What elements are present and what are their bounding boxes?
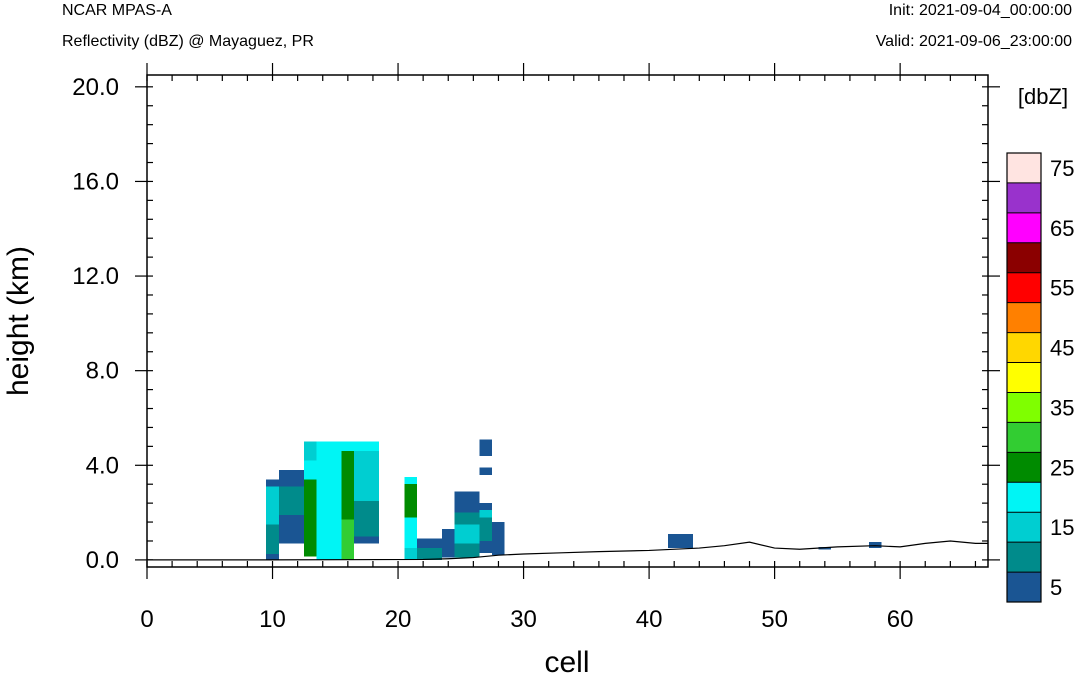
- colorbar-swatch: [1007, 153, 1041, 183]
- reflectivity-cell: [303, 460, 317, 480]
- y-tick-label: 12.0: [72, 263, 119, 290]
- reflectivity-cell: [479, 439, 493, 456]
- colorbar-label: 55: [1050, 276, 1074, 301]
- reflectivity-cell: [479, 540, 493, 553]
- reflectivity-cell: [354, 441, 380, 452]
- y-tick-label: 0.0: [86, 547, 119, 574]
- colorbar-swatch: [1007, 272, 1041, 303]
- reflectivity-cell: [404, 484, 417, 518]
- colorbar-swatch: [1007, 542, 1041, 573]
- reflectivity-cell: [492, 522, 505, 556]
- colorbar-label: 35: [1050, 395, 1074, 420]
- colorbar-swatch: [1007, 422, 1041, 453]
- axis-tick-labels: 0 10 20 30 40 50 60 0.0 4.0 8.0 12.0 16.0 20.0: [72, 74, 913, 633]
- reflectivity-cells: [266, 439, 882, 560]
- reflectivity-cell: [266, 524, 279, 554]
- model-title: NCAR MPAS-A: [62, 2, 172, 19]
- colorbar-swatch: [1007, 452, 1041, 483]
- reflectivity-cell: [404, 548, 417, 560]
- x-tick-label: 20: [385, 606, 412, 633]
- reflectivity-cell: [278, 470, 304, 487]
- terrain-line: [147, 540, 988, 561]
- reflectivity-cell: [354, 500, 380, 537]
- colorbar-swatch: [1007, 362, 1041, 393]
- colorbar-swatch: [1007, 212, 1041, 243]
- reflectivity-cell: [316, 441, 342, 560]
- reflectivity-cell: [416, 548, 442, 560]
- colorbar-frame: [1006, 152, 1042, 603]
- colorbar-swatch: [1007, 512, 1041, 543]
- reflectivity-cell: [454, 543, 480, 558]
- x-tick-label: 40: [636, 606, 663, 633]
- y-tick-label: 20.0: [72, 74, 119, 101]
- reflectivity-cell: [303, 441, 317, 461]
- reflectivity-cell: [479, 510, 493, 518]
- reflectivity-cell: [454, 524, 480, 544]
- colorbar-swatch: [1007, 332, 1041, 363]
- reflectivity-cell: [454, 491, 480, 513]
- x-tick-label: 50: [761, 606, 788, 633]
- reflectivity-cell: [266, 553, 279, 560]
- reflectivity-cell: [354, 536, 380, 544]
- y-tick-label: 8.0: [86, 358, 119, 385]
- plot-frame: [146, 74, 989, 568]
- init-time: Init: 2021-09-04_00:00:00: [889, 2, 1072, 19]
- valid-time: Valid: 2021-09-06_23:00:00: [876, 33, 1072, 50]
- colorbar-swatch: [1007, 302, 1041, 333]
- colorbar-label: 15: [1050, 515, 1074, 540]
- reflectivity-cell: [667, 533, 694, 549]
- colorbar-swatch: [1007, 242, 1041, 273]
- y-tick-label: 4.0: [86, 452, 119, 479]
- reflectivity-cell: [341, 441, 355, 452]
- y-tick-label: 16.0: [72, 168, 119, 195]
- colorbar-label: 75: [1050, 156, 1074, 181]
- reflectivity-cell: [404, 477, 417, 485]
- colorbar-title: [dbZ]: [1018, 84, 1068, 109]
- reflectivity-cell: [479, 503, 493, 511]
- reflectivity-cell: [266, 479, 279, 487]
- reflectivity-cell: [341, 519, 355, 560]
- colorbar-label: 45: [1050, 336, 1074, 361]
- reflectivity-cell: [479, 467, 493, 475]
- colorbar-label: 25: [1050, 455, 1074, 480]
- x-axis-label: cell: [544, 646, 589, 677]
- colorbar-label: 65: [1050, 216, 1074, 241]
- terrain-profile: [147, 540, 988, 561]
- reflectivity-cell: [441, 529, 455, 558]
- reflectivity-cell: [354, 451, 380, 501]
- colorbar-swatch: [1007, 182, 1041, 213]
- x-tick-label: 60: [887, 606, 914, 633]
- colorbar-swatch: [1007, 482, 1041, 513]
- x-tick-label: 30: [510, 606, 537, 633]
- y-axis-label: height (km): [2, 246, 35, 396]
- colorbar-swatch: [1007, 392, 1041, 423]
- axis-ticks: [135, 63, 1000, 579]
- colorbar: 5 15 25 35 45 55 65 75: [1006, 152, 1074, 603]
- x-tick-label: 0: [140, 606, 153, 633]
- reflectivity-cell: [341, 451, 355, 520]
- reflectivity-cell: [416, 538, 442, 549]
- colorbar-label: 5: [1050, 575, 1062, 600]
- x-tick-label: 10: [259, 606, 286, 633]
- reflectivity-cell: [404, 517, 417, 549]
- reflectivity-cell: [278, 486, 304, 515]
- reflectivity-cell: [454, 512, 480, 525]
- reflectivity-cell: [479, 517, 493, 541]
- colorbar-swatch: [1007, 572, 1041, 602]
- reflectivity-cell: [303, 479, 317, 557]
- reflectivity-cell: [278, 514, 304, 544]
- reflectivity-cell: [266, 486, 279, 525]
- field-title: Reflectivity (dBZ) @ Mayaguez, PR: [62, 33, 314, 50]
